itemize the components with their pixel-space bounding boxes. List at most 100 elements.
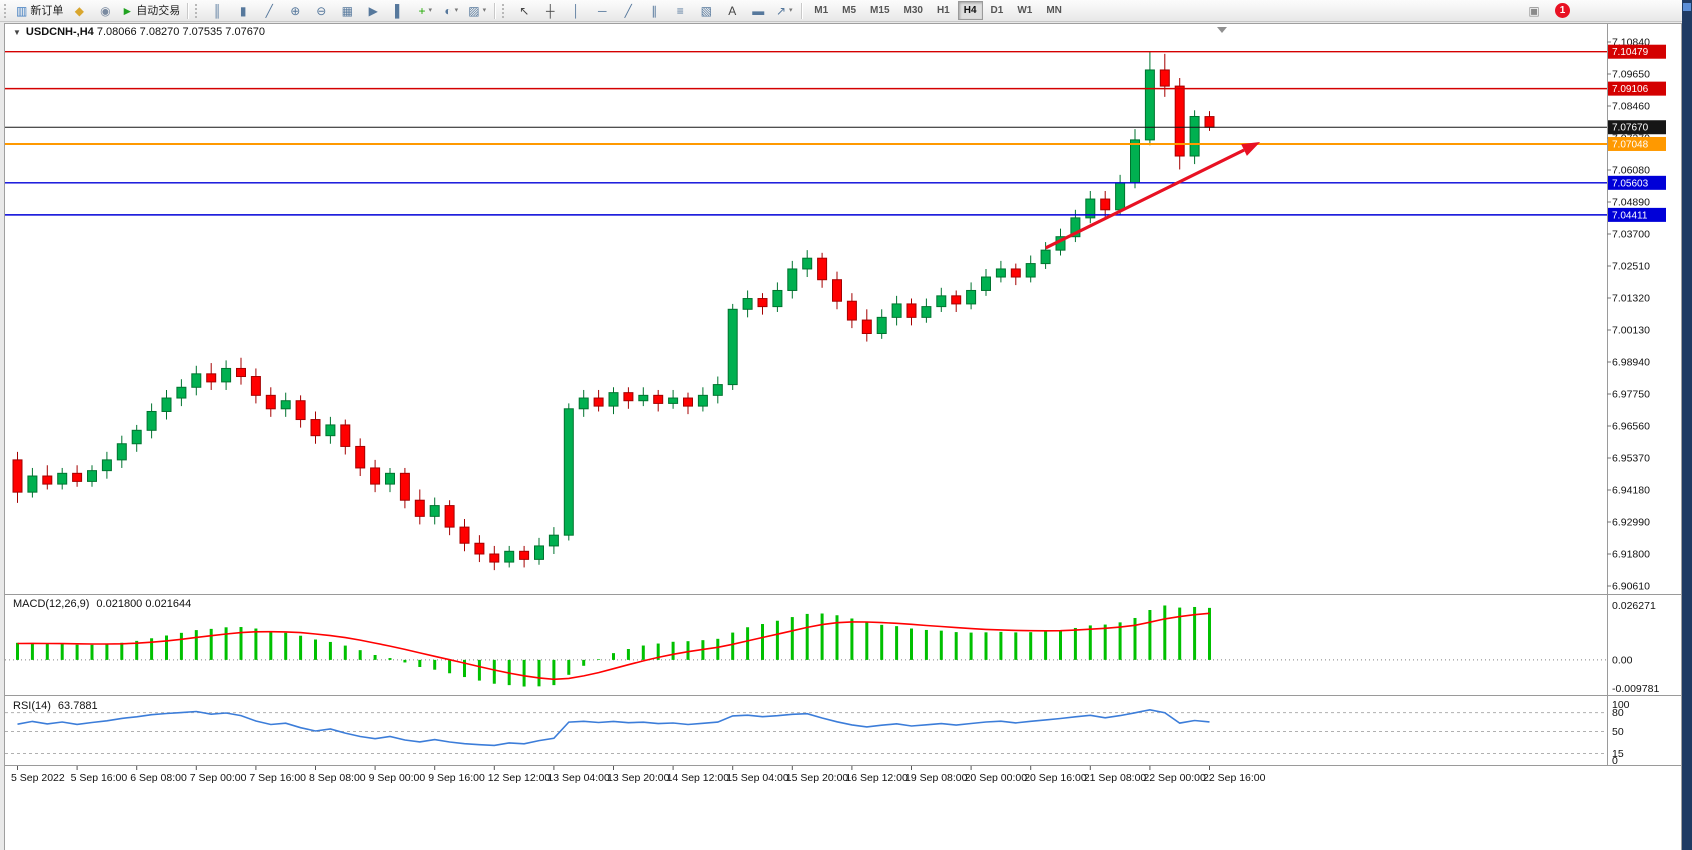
autotrading-button[interactable]: ► 自动交易 [118, 1, 183, 21]
vertical-line-icon: │ [572, 3, 580, 18]
indicators-button[interactable]: + ▾ [412, 1, 438, 21]
zoom-in-button[interactable]: ⊕ [282, 1, 308, 21]
svg-text:16 Sep 12:00: 16 Sep 12:00 [845, 772, 908, 784]
svg-text:13 Sep 04:00: 13 Sep 04:00 [547, 772, 610, 784]
price-badges: 7.10479 7.09106 7.07670 7.07048 7.05603 7.044… [1608, 44, 1666, 222]
cursor-button[interactable]: ↖ [511, 1, 537, 21]
svg-text:7.09106: 7.09106 [1612, 84, 1649, 95]
arrows-button[interactable]: ↗ ▾ [771, 1, 797, 21]
zoom-out-button[interactable]: ⊖ [308, 1, 334, 21]
svg-text:7 Sep 16:00: 7 Sep 16:00 [249, 772, 306, 784]
bar-chart-button[interactable]: ║ [204, 1, 230, 21]
panel-toggle-icon[interactable] [1683, 3, 1691, 11]
scroll-to-end-button[interactable]: ▶ [360, 1, 386, 21]
timeframe-button-W1[interactable]: W1 [1017, 5, 1033, 16]
metaeditor-button[interactable]: ◆ [66, 1, 92, 21]
svg-text:6.96560: 6.96560 [1612, 421, 1650, 433]
new-order-button[interactable]: ▥ 新订单 [13, 1, 66, 21]
fibonacci-button[interactable]: ≡ [667, 1, 693, 21]
svg-text:7.00130: 7.00130 [1612, 325, 1650, 337]
chart-shift-marker[interactable] [1217, 27, 1227, 33]
svg-text:7.02510: 7.02510 [1612, 261, 1650, 273]
timeframe-button-M5[interactable]: M5 [842, 5, 857, 16]
price-chart-svg[interactable]: 7.108407.096507.084607.072707.060807.048… [5, 24, 1681, 849]
hline-objects-layer[interactable] [5, 51, 1607, 216]
text-label-button[interactable]: ▬ [745, 1, 771, 21]
tile-windows-icon: ▦ [341, 3, 353, 18]
channel-button[interactable]: ∥ [641, 1, 667, 21]
metaeditor-icon: ◆ [74, 3, 84, 18]
shapes-button[interactable]: ▧ [693, 1, 719, 21]
chart-shift-button[interactable]: ▌ [386, 1, 412, 21]
svg-text:7.07048: 7.07048 [1612, 139, 1649, 150]
candlestick-chart-button[interactable]: ▮ [230, 1, 256, 21]
line-chart-button[interactable]: ╱ [256, 1, 282, 21]
channel-icon: ∥ [651, 3, 658, 18]
zoom-in-icon: ⊕ [290, 3, 301, 18]
svg-text:15 Sep 04:00: 15 Sep 04:00 [726, 772, 789, 784]
toolbar-grip[interactable] [502, 3, 507, 18]
candles-layer [12, 51, 1215, 571]
panel-separators [5, 24, 1681, 766]
svg-text:100: 100 [1612, 699, 1630, 711]
svg-text:7.06080: 7.06080 [1612, 165, 1650, 177]
text-button[interactable]: A [719, 1, 745, 21]
text-label-icon: ▬ [752, 3, 765, 18]
svg-text:-0.009781: -0.009781 [1612, 683, 1659, 695]
timeframe-button-H1[interactable]: H1 [936, 5, 950, 16]
macd-panel: 0.026271 0.00 -0.009781 [5, 600, 1659, 695]
svg-text:0.026271: 0.026271 [1612, 600, 1656, 612]
timeframe-button-MN[interactable]: MN [1046, 5, 1062, 16]
community-icon: ▣ [1528, 3, 1540, 18]
toolbar-grip[interactable] [4, 3, 9, 18]
svg-text:7.04411: 7.04411 [1612, 210, 1648, 221]
zoom-out-icon: ⊖ [316, 3, 327, 18]
fibonacci-icon: ≡ [676, 3, 684, 18]
trendline-button[interactable]: ╱ [615, 1, 641, 21]
chart-shift-icon: ▌ [394, 3, 404, 18]
dropdown-arrow-icon: ▾ [428, 6, 432, 14]
periods-button[interactable]: ◐ ▾ [438, 1, 464, 21]
svg-text:7.01320: 7.01320 [1612, 293, 1650, 305]
timeframe-button-H4[interactable]: H4 [957, 1, 983, 20]
svg-text:7.09650: 7.09650 [1612, 69, 1650, 81]
refresh-icon: ◉ [100, 3, 111, 18]
templates-button[interactable]: ▨ ▾ [464, 1, 490, 21]
svg-text:6.91800: 6.91800 [1612, 549, 1650, 561]
cursor-icon: ↖ [519, 3, 530, 18]
dropdown-arrow-icon: ▾ [454, 6, 459, 14]
notification-badge[interactable]: 1 [1555, 3, 1570, 18]
svg-text:21 Sep 08:00: 21 Sep 08:00 [1084, 772, 1147, 784]
crosshair-button[interactable]: ┼ [537, 1, 563, 21]
svg-text:6 Sep 08:00: 6 Sep 08:00 [130, 772, 187, 784]
timeframe-button-M1[interactable]: M1 [814, 5, 829, 16]
toolbar-separator [187, 2, 190, 19]
periods-icon: ◐ [444, 3, 452, 18]
tile-windows-button[interactable]: ▦ [334, 1, 360, 21]
refresh-button[interactable]: ◉ [92, 1, 118, 21]
timeframe-button-M30[interactable]: M30 [903, 5, 923, 16]
svg-text:20 Sep 00:00: 20 Sep 00:00 [965, 772, 1028, 784]
svg-text:7.07670: 7.07670 [1612, 123, 1649, 134]
toolbar-separator [801, 2, 804, 19]
trendline-icon: ╱ [624, 3, 632, 18]
svg-text:7.05603: 7.05603 [1612, 178, 1649, 189]
vertical-line-button[interactable]: │ [563, 1, 589, 21]
trend-arrow[interactable] [1044, 142, 1261, 250]
svg-text:7.04890: 7.04890 [1612, 197, 1650, 209]
price-axis: 7.108407.096507.084607.072707.060807.048… [1607, 37, 1650, 593]
svg-text:20 Sep 16:00: 20 Sep 16:00 [1024, 772, 1087, 784]
timeframe-button-D1[interactable]: D1 [990, 5, 1004, 16]
timeframe-button-M15[interactable]: M15 [870, 5, 890, 16]
svg-text:14 Sep 12:00: 14 Sep 12:00 [667, 772, 730, 784]
community-button[interactable]: ▣ [1521, 1, 1547, 21]
autotrading-button-label: 自动交易 [136, 4, 181, 17]
svg-text:5 Sep 16:00: 5 Sep 16:00 [71, 772, 128, 784]
horizontal-line-button[interactable]: ─ [589, 1, 615, 21]
right-edge-strip [1682, 0, 1692, 850]
svg-text:9 Sep 00:00: 9 Sep 00:00 [369, 772, 426, 784]
svg-text:0: 0 [1612, 755, 1618, 767]
toolbar-grip[interactable] [195, 3, 200, 18]
svg-text:6.94180: 6.94180 [1612, 485, 1650, 497]
